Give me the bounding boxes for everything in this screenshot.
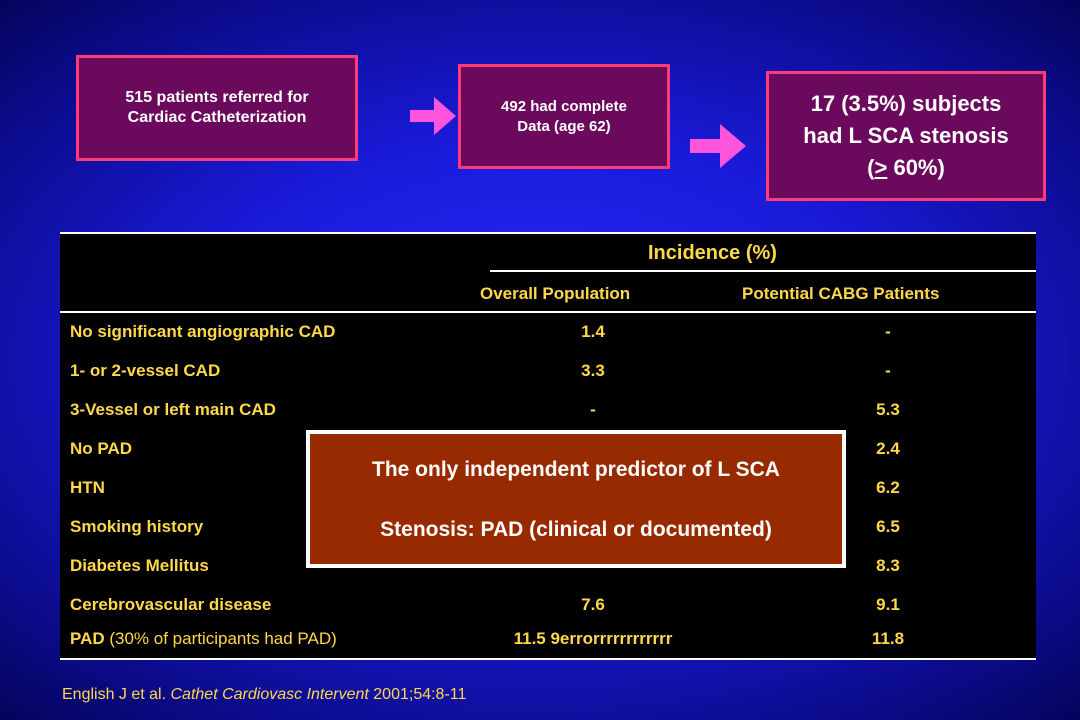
- table-row: No significant angiographic CAD 1.4 -: [60, 313, 1036, 352]
- table-row: Smoking history 6.5: [60, 508, 1036, 547]
- row-label: 1- or 2-vessel CAD: [70, 361, 221, 380]
- callout-line-2: Stenosis: PAD (clinical or documented): [380, 518, 772, 541]
- stenosis-line-3: (> 60%): [867, 155, 945, 180]
- table-row: No PAD 2.4: [60, 430, 1036, 469]
- complete-data-text: 492 had complete Data (age 62): [501, 97, 627, 135]
- overall-value: 1.4: [581, 322, 605, 341]
- overall-value: -: [590, 400, 596, 419]
- row-label: No significant angiographic CAD: [70, 322, 336, 341]
- row-label: Diabetes Mellitus: [70, 556, 209, 575]
- table-rule: [60, 311, 1036, 313]
- cabg-value: 9.1: [876, 595, 900, 614]
- cabg-value: 11.8: [871, 629, 905, 648]
- incidence-table: Incidence (%) Overall Population Potenti…: [60, 232, 1036, 660]
- arrow-right-icon: [410, 97, 456, 135]
- cabg-value: -: [885, 322, 891, 341]
- row-label: Smoking history: [70, 517, 204, 536]
- citation-journal: Cathet Cardiovasc Intervent: [170, 686, 369, 703]
- citation-ref: 2001;54:8-11: [368, 686, 467, 703]
- table-rule: [490, 270, 1036, 272]
- citation: English J et al. Cathet Cardiovasc Inter…: [62, 686, 466, 704]
- row-label: No PAD: [70, 439, 133, 458]
- table-row: Diabetes Mellitus 8.3: [60, 547, 1036, 586]
- stenosis-line-2: had L SCA stenosis: [803, 123, 1009, 148]
- key-finding-callout: The only independent predictor of L SCA …: [306, 430, 846, 568]
- complete-data-box: 492 had complete Data (age 62): [458, 64, 670, 169]
- row-label-note: (30% of participants had PAD): [104, 629, 337, 648]
- overall-value: 3.3: [581, 361, 605, 380]
- overall-value: 11.5 9errorrrrrrrrrrrr: [513, 629, 673, 648]
- table-row: PAD (30% of participants had PAD) 11.5 9…: [60, 620, 1036, 659]
- column-header-overall: Overall Population: [480, 284, 631, 303]
- row-label: PAD (30% of participants had PAD): [70, 629, 337, 648]
- cabg-value: 6.2: [876, 478, 900, 497]
- table-rule: [60, 232, 1036, 234]
- table-row: 1- or 2-vessel CAD 3.3 -: [60, 352, 1036, 391]
- greater-equal-symbol: >: [874, 155, 888, 180]
- citation-authors: English J et al.: [62, 686, 171, 703]
- cabg-value: -: [885, 361, 891, 380]
- table-row: 3-Vessel or left main CAD - 5.3: [60, 391, 1036, 430]
- cabg-value: 2.4: [876, 439, 900, 458]
- cabg-value: 6.5: [876, 517, 900, 536]
- cabg-value: 8.3: [876, 556, 900, 575]
- table-row: HTN 6.2: [60, 469, 1036, 508]
- referred-patients-text: 515 patients referred for Cardiac Cathet…: [125, 89, 309, 126]
- column-header-cabg: Potential CABG Patients: [742, 284, 940, 303]
- referred-patients-box: 515 patients referred for Cardiac Cathet…: [76, 55, 358, 161]
- overall-value: 7.6: [581, 595, 605, 614]
- cabg-value: 5.3: [876, 400, 900, 419]
- row-label: 3-Vessel or left main CAD: [70, 400, 276, 419]
- table-row: Cerebrovascular disease 7.6 9.1: [60, 586, 1036, 625]
- callout-line-1: The only independent predictor of L SCA: [372, 458, 780, 481]
- row-label: HTN: [70, 478, 105, 497]
- table-rule: [60, 658, 1036, 660]
- stenosis-subjects-box: 17 (3.5%) subjects had L SCA stenosis (>…: [766, 71, 1046, 201]
- arrow-right-icon: [690, 124, 746, 168]
- row-label: Cerebrovascular disease: [70, 595, 272, 614]
- stenosis-line-1: 17 (3.5%) subjects: [810, 91, 1002, 116]
- incidence-header: Incidence (%): [648, 242, 777, 264]
